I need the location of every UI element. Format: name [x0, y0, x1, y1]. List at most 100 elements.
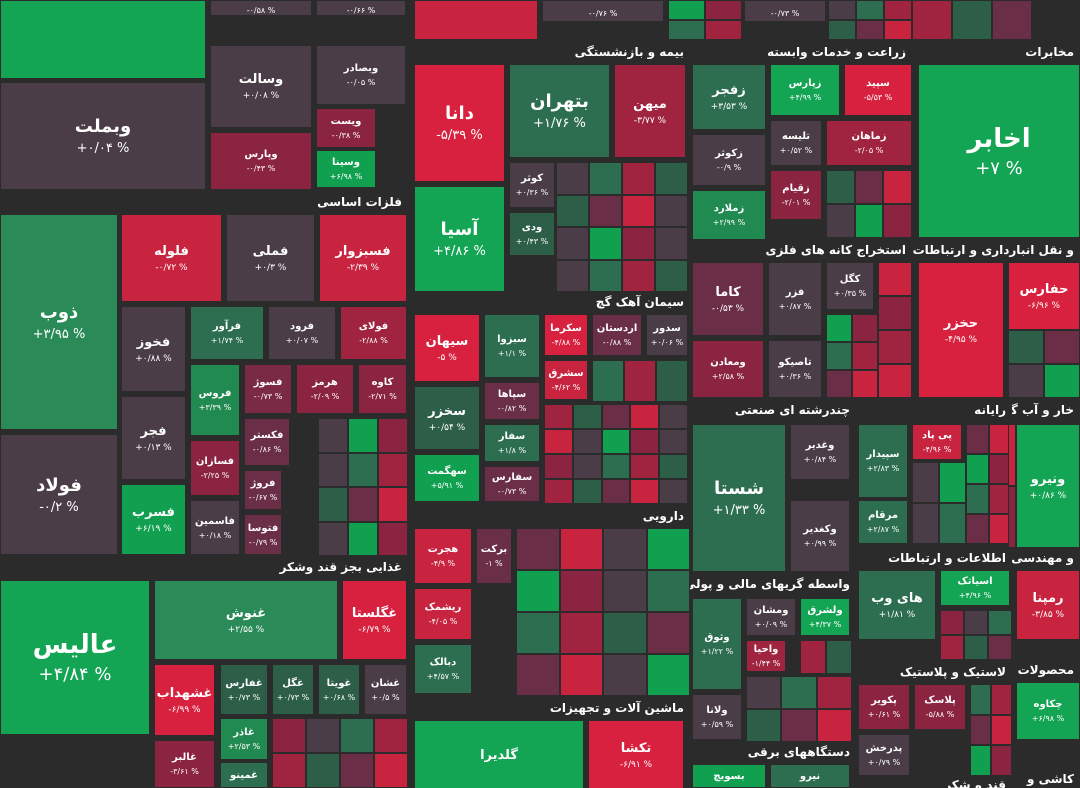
stock-tile: غالبر -۳/۶۱ % — [154, 740, 215, 788]
stock-tile: ولشرق +۴/۳۷ % — [800, 598, 850, 636]
filler-tile — [1008, 364, 1044, 398]
stock-tile: تکشا -۶/۹۱ % — [588, 720, 684, 788]
stock-change: -۰/۷۹ % — [248, 537, 278, 547]
filler-tile — [991, 745, 1012, 776]
stock-tile: زملارد +۲/۹۹ % — [692, 190, 766, 240]
filler-tile — [705, 20, 742, 40]
filler-tile — [601, 454, 631, 479]
filler-tile — [646, 570, 690, 612]
stock-tile: تلیسه +۰/۵۲ % — [770, 120, 822, 166]
filler-tile — [878, 296, 912, 330]
filler-tile — [884, 0, 912, 20]
filler-tile — [912, 462, 939, 503]
stock-name: کاما — [715, 284, 741, 300]
filler-tile — [378, 452, 408, 487]
stock-tile: حخزر -۴/۹۵ % — [918, 262, 1004, 398]
stock-change: -۴/۸۸ % — [551, 338, 581, 347]
filler-tile — [781, 676, 817, 709]
stock-name: وپارس — [244, 149, 278, 160]
stock-change: +۰/۵۴ % — [428, 422, 466, 433]
stock-tile: ذوب +۳/۹۵ % — [0, 214, 118, 430]
stock-change: +۱/۸۱ % — [878, 609, 916, 620]
filler-tile — [646, 654, 690, 696]
stock-change: -۰/۷۳ % — [770, 8, 800, 18]
filler-tile — [601, 479, 631, 504]
stock-change: -۰/۷۳ % — [253, 392, 283, 401]
stock-change: -۰/۴۳ % — [246, 164, 276, 173]
filler-tile — [966, 514, 989, 544]
stock-name: فولای — [358, 321, 389, 332]
stock-change: +۰/۹۹ % — [803, 539, 837, 548]
sector-header: و نقل انبارداری و ارتباطات — [912, 243, 1074, 257]
filler-tile — [992, 0, 1032, 40]
filler-tile — [878, 330, 912, 364]
stock-change: -۱/۴۴ % — [751, 659, 781, 668]
filler-tile — [828, 0, 856, 20]
filler-tile — [828, 20, 856, 40]
stock-tile: کاوه -۲/۷۱ % — [358, 364, 407, 414]
stock-tile: چکاوه +۶/۹۸ % — [1016, 682, 1080, 740]
stock-name: ولشرق — [807, 605, 843, 616]
stock-name: کاوه — [371, 377, 394, 388]
filler-tile — [826, 204, 855, 238]
sector-header: و مهندسی — [1012, 551, 1074, 565]
filler-tile — [544, 429, 573, 454]
stock-tile: پی پاد -۴/۹۶ % — [912, 424, 962, 460]
stock-name: ولانا — [706, 705, 728, 716]
sector-header: دستگاههای برقی — [747, 745, 850, 759]
stock-name: زماهان — [851, 131, 887, 142]
filler-tile — [630, 479, 660, 504]
stock-tile: سپاها -۰/۸۲ % — [484, 382, 540, 420]
stock-change: +۰/۷۳ % — [227, 692, 261, 702]
filler-tile — [939, 462, 966, 503]
stock-change: -۰/۳۸ % — [331, 131, 361, 140]
stock-name: غنوش — [225, 605, 267, 621]
filler-tile — [589, 259, 622, 292]
stock-tile: شستا +۱/۳۳ % — [692, 424, 786, 572]
stock-change: -۴/۹ % — [430, 559, 456, 568]
stock-change: +۰/۶۸ % — [322, 692, 356, 702]
filler-tile — [826, 370, 852, 398]
stock-change: +۶/۹۸ % — [1031, 714, 1065, 723]
stock-change: -۰/۶۷ % — [248, 493, 278, 502]
stock-name: فسوژ — [253, 377, 283, 388]
stock-tile: کگل +۰/۳۵ % — [826, 262, 874, 310]
filler-tile — [659, 479, 688, 504]
stock-name: سبزوا — [497, 334, 527, 345]
stock-change: +۰/۱۳ % — [135, 442, 172, 453]
stock-change: +۲/۵۵ % — [227, 624, 265, 635]
filler-tile — [572, 454, 602, 479]
stock-name: عالیس — [32, 630, 118, 660]
stock-name: فلوله — [154, 243, 189, 259]
filler-tile — [1008, 424, 1016, 486]
stock-name: فرود — [289, 321, 315, 332]
stock-name: وسالت — [238, 72, 284, 87]
stock-name: پی پاد — [922, 430, 952, 441]
stock-change: +۰/۵۹ % — [700, 720, 734, 729]
filler-tile — [603, 570, 647, 612]
stock-name: مرقام — [867, 510, 899, 521]
filler-tile — [348, 452, 378, 487]
stock-name: غگلستا — [351, 605, 398, 621]
stock-name: زکوثر — [715, 148, 743, 159]
stock-tile: غمینو — [220, 762, 268, 788]
filler-tile — [746, 709, 782, 742]
stock-name: اخابر — [967, 123, 1031, 154]
stock-name: بسویچ — [713, 770, 745, 782]
filler-tile — [705, 0, 742, 20]
stock-tile: هرمز -۲/۰۹ % — [296, 364, 354, 414]
stock-name: فتوسا — [247, 522, 279, 534]
stock-change: -۰/۹ % — [716, 163, 742, 172]
stock-tile: سهگمت +۵/۹۱ % — [414, 454, 480, 502]
filler-tile — [272, 753, 306, 788]
stock-change: +۰/۰۸ % — [242, 91, 280, 101]
stock-change: -۰/۶۶ % — [346, 5, 376, 15]
stock-name: غشهداب — [156, 685, 213, 701]
filler-tile — [964, 635, 988, 660]
sector-header: رایانه — [974, 403, 1006, 417]
stock-change: -۵/۳۹ % — [436, 128, 483, 143]
sector-header: مخابرات — [1025, 45, 1074, 59]
stock-change: -۲/۷۱ % — [368, 392, 397, 401]
stock-name: سخزر — [428, 403, 466, 419]
stock-change: -۳/۷۷ % — [633, 115, 667, 126]
